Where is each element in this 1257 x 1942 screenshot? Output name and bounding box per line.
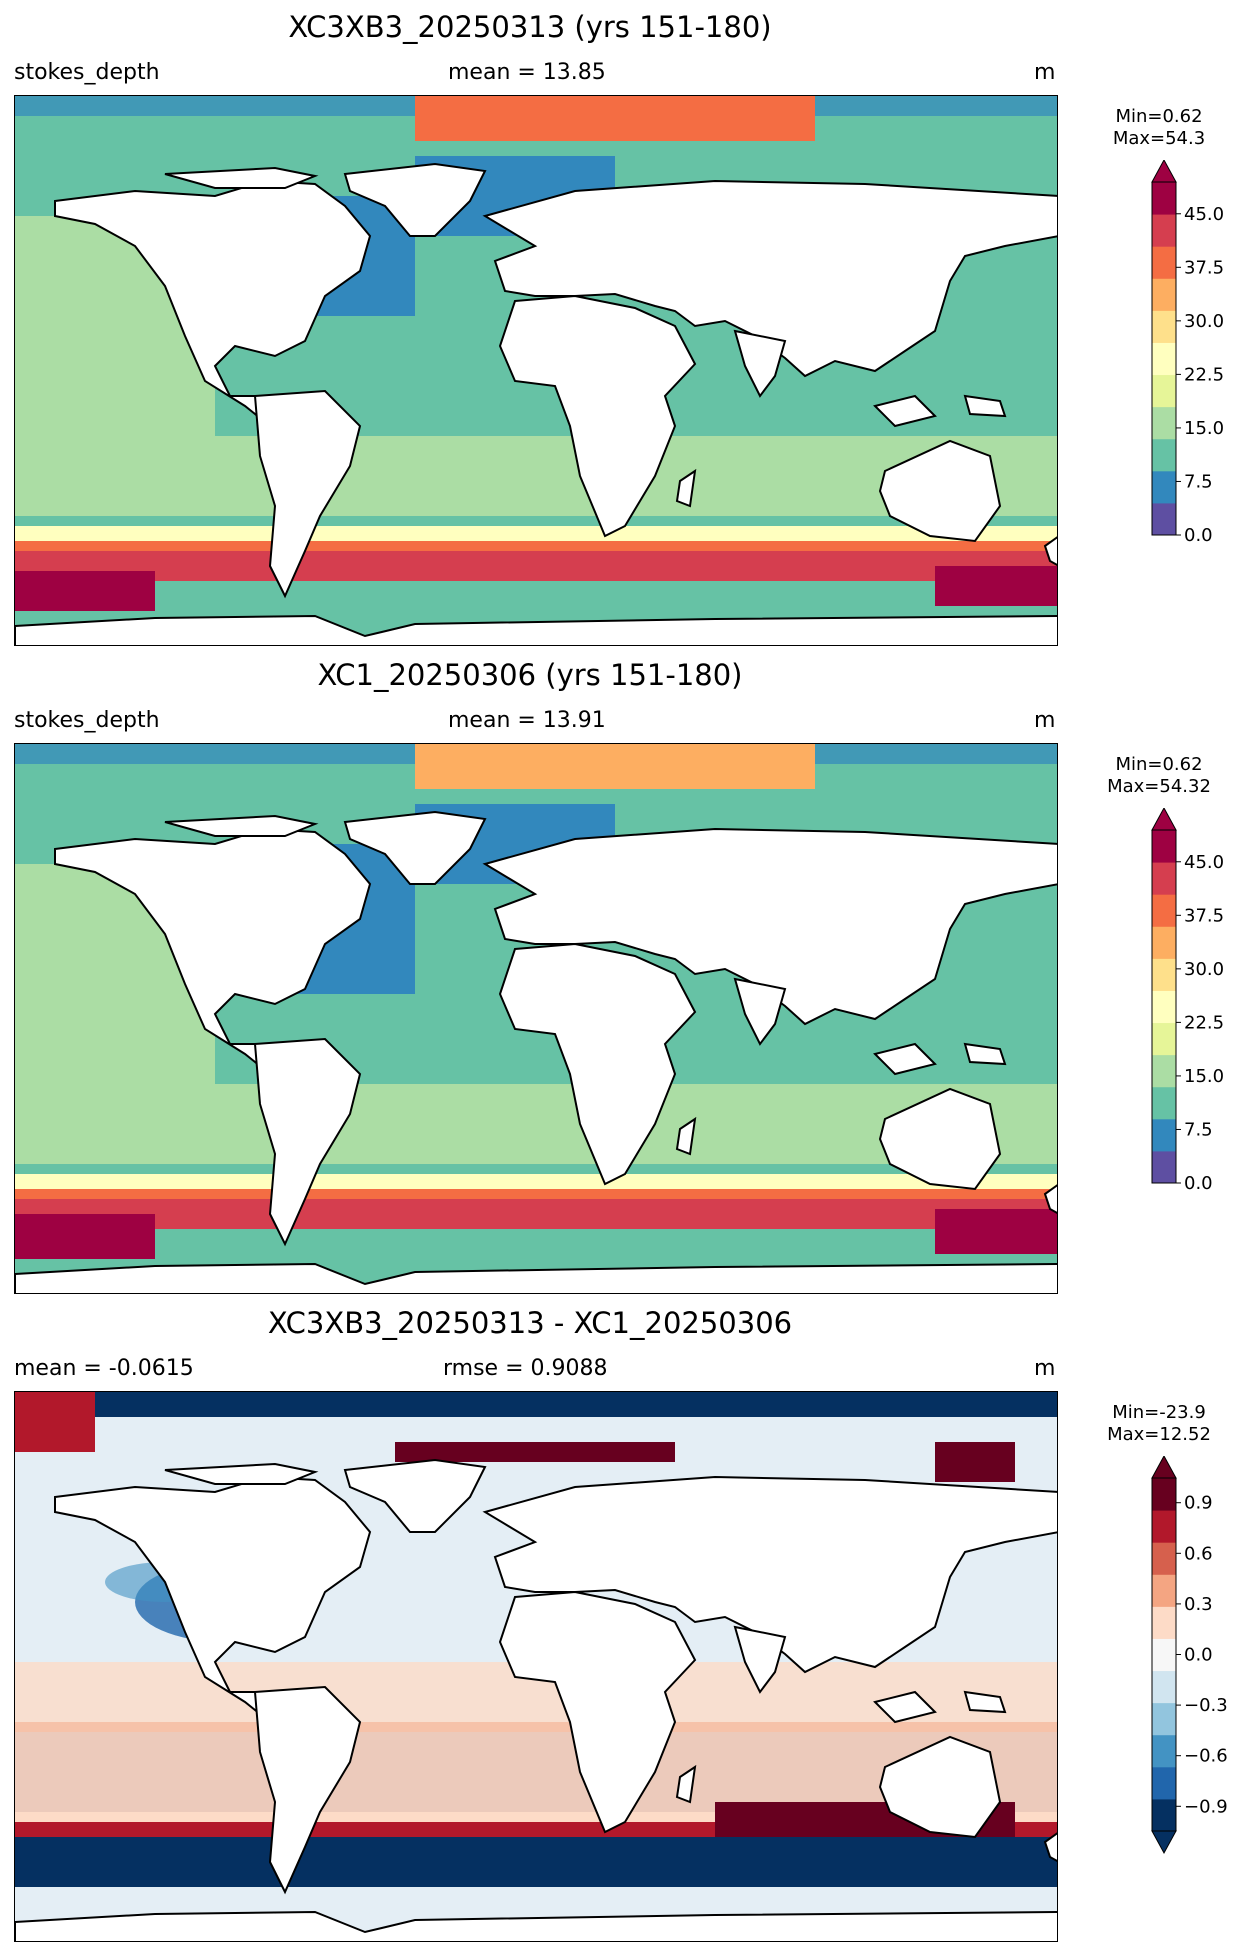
colorbar-segment	[1152, 1638, 1176, 1672]
colorbar-segment	[1152, 1478, 1176, 1511]
colorbar-tick-label: 37.5	[1184, 905, 1224, 926]
colorbar: 0.0 7.5 15.0 22.5 30.0 37.5 45.0	[1151, 808, 1224, 1194]
colorbar-segment	[1152, 1054, 1176, 1088]
colorbar-segment	[1152, 1118, 1176, 1152]
mean-label: mean = 13.85	[448, 60, 606, 85]
colorbar-segment	[1152, 926, 1176, 959]
colorbar-segment	[1152, 830, 1176, 863]
panel-2: XC1_20250306 (yrs 151-180) stokes_depth …	[0, 648, 1257, 1294]
variable-label: stokes_depth	[14, 60, 160, 85]
colorbar-tick-label: −0.9	[1184, 1796, 1228, 1817]
colorbar-segment	[1152, 1022, 1176, 1056]
map-stokes-depth	[14, 95, 1058, 646]
colorbar-segment	[1152, 406, 1176, 440]
colorbar-extend-max	[1151, 808, 1177, 831]
colorbar-segment	[1152, 1606, 1176, 1639]
colorbar-tick-label: 0.3	[1184, 1594, 1213, 1615]
panel-1: XC3XB3_20250313 (yrs 151-180) stokes_dep…	[0, 0, 1257, 646]
colorbar-segment	[1152, 1086, 1176, 1120]
colorbar-segment	[1152, 182, 1176, 215]
colorbar-tick-label: 7.5	[1184, 471, 1213, 492]
colorbar-tick-label: 45.0	[1184, 852, 1224, 873]
colorbar-segment	[1152, 1150, 1176, 1184]
colorbar-tick-label: −0.6	[1184, 1746, 1228, 1767]
colorbar-segment	[1152, 278, 1176, 311]
colorbar-tick-label: 15.0	[1184, 1066, 1224, 1087]
colorbar-segment	[1152, 1798, 1176, 1832]
colorbar-segment	[1152, 246, 1176, 279]
colorbar-tick-label: 7.5	[1184, 1119, 1213, 1140]
panel-title: XC1_20250306 (yrs 151-180)	[317, 658, 743, 692]
colorbar-tick-label: 0.6	[1184, 1543, 1213, 1564]
colorbar-tick-label: 22.5	[1184, 364, 1224, 385]
colorbar-segment	[1152, 470, 1176, 504]
panel-title: XC3XB3_20250313 (yrs 151-180)	[288, 10, 772, 44]
colorbar-segment	[1152, 1670, 1176, 1704]
colorbar-tick-label: 0.0	[1184, 1173, 1213, 1194]
colorbar-tick-label: 37.5	[1184, 257, 1224, 278]
panel-title: XC3XB3_20250313 - XC1_20250306	[267, 1306, 793, 1340]
colorbar-tick-label: 0.0	[1184, 1645, 1213, 1666]
colorbar-segment	[1152, 990, 1176, 1024]
colorbar-tick-label: 30.0	[1184, 311, 1224, 332]
colorbar-segment	[1152, 1766, 1176, 1800]
units-label: m	[1034, 60, 1056, 85]
units-label: m	[1034, 1356, 1056, 1381]
colorbar-segment	[1152, 1542, 1176, 1575]
colorbar: −0.9 −0.6 −0.3 0.0 0.3 0.6 0.9	[1151, 1456, 1228, 1855]
colorbar-segment	[1152, 374, 1176, 408]
colorbar-tick-label: 0.0	[1184, 525, 1213, 546]
colorbar-tick-label: 0.9	[1184, 1493, 1213, 1514]
mean-label: mean = 13.91	[448, 708, 606, 733]
map-difference	[14, 1391, 1058, 1942]
colorbar-tick-label: 30.0	[1184, 959, 1224, 980]
colorbar-extend-max	[1151, 1456, 1177, 1479]
colorbar-segment	[1152, 1574, 1176, 1607]
map-stokes-depth	[14, 743, 1058, 1294]
variable-label: stokes_depth	[14, 708, 160, 733]
colorbar-tick-label: 45.0	[1184, 204, 1224, 225]
panel-3: XC3XB3_20250313 - XC1_20250306 mean = -0…	[0, 1296, 1257, 1942]
minmax-label: Min=0.62 Max=54.3	[1112, 106, 1206, 149]
colorbar-segment	[1152, 342, 1176, 376]
colorbar-segment	[1152, 1734, 1176, 1768]
colorbar-segment	[1152, 310, 1176, 343]
colorbar-extend-max	[1151, 160, 1177, 183]
colorbar-tick-label: 22.5	[1184, 1012, 1224, 1033]
colorbar-segment	[1152, 894, 1176, 927]
colorbar-segment	[1152, 862, 1176, 895]
units-label: m	[1034, 708, 1056, 733]
rmse-label: rmse = 0.9088	[443, 1356, 608, 1381]
minmax-label: Min=-23.9 Max=12.52	[1107, 1402, 1211, 1445]
mean-label: mean = -0.0615	[14, 1356, 194, 1381]
colorbar-extend-min	[1151, 1830, 1177, 1855]
colorbar-segment	[1152, 438, 1176, 472]
colorbar-segment	[1152, 502, 1176, 536]
colorbar: 0.0 7.5 15.0 22.5 30.0 37.5 45.0	[1151, 160, 1224, 546]
colorbar-segment	[1152, 1510, 1176, 1543]
colorbar-tick-label: 15.0	[1184, 418, 1224, 439]
colorbar-segment	[1152, 958, 1176, 991]
minmax-label: Min=0.62 Max=54.32	[1107, 754, 1211, 797]
colorbar-segment	[1152, 214, 1176, 247]
colorbar-segment	[1152, 1702, 1176, 1736]
colorbar-tick-label: −0.3	[1184, 1695, 1228, 1716]
